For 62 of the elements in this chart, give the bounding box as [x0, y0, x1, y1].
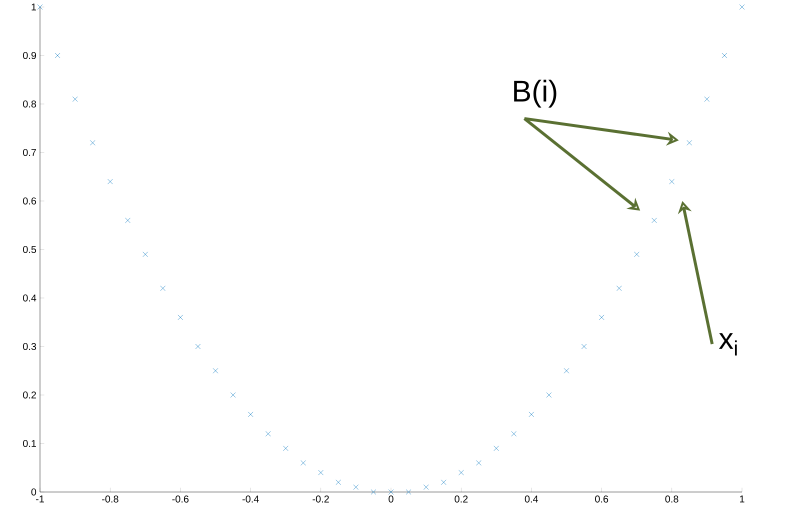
y-tick-label: 0.1 — [23, 440, 36, 448]
x-tick-label: 0.4 — [524, 496, 538, 503]
y-tick-label: 0.4 — [23, 294, 36, 302]
point — [125, 218, 130, 224]
point — [581, 344, 587, 350]
point — [704, 96, 710, 102]
x-tick-label: 1 — [740, 496, 744, 502]
x-tick-label: 0.6 — [595, 496, 608, 503]
point — [564, 368, 570, 374]
x-tick-label: -0.8 — [102, 496, 118, 503]
point — [528, 412, 534, 418]
x-tick-label: -0.2 — [312, 496, 329, 503]
point — [669, 178, 674, 184]
point — [90, 140, 96, 146]
point — [546, 392, 552, 398]
point — [476, 460, 482, 466]
y-tick-label: 0.7 — [23, 148, 36, 156]
point — [300, 460, 306, 466]
point — [353, 484, 359, 490]
x-tick-label: -1 — [36, 496, 44, 502]
y-tick-label: 0.5 — [23, 246, 36, 254]
point — [598, 314, 604, 320]
y-tick-label: 0.2 — [23, 391, 36, 399]
point — [160, 286, 166, 291]
point — [616, 286, 622, 291]
point — [318, 470, 324, 476]
point — [652, 218, 657, 224]
point — [336, 480, 342, 485]
point — [108, 178, 113, 184]
annotation: B(i) — [514, 80, 556, 108]
point — [72, 96, 78, 102]
y-tick-label: 0.3 — [23, 342, 36, 350]
y-tick-label: 0.8 — [23, 100, 36, 108]
y-tick-label: 0 — [31, 488, 36, 496]
y-tick-label: 1 — [32, 4, 36, 10]
point — [178, 314, 184, 320]
point — [458, 470, 464, 476]
x-tick-label: 0.8 — [665, 496, 678, 503]
point — [142, 252, 148, 258]
x-tick-label: -0.4 — [242, 496, 259, 503]
x-tick-label: -0.6 — [172, 496, 189, 503]
y-tick-label: 0.6 — [23, 197, 36, 205]
point — [265, 431, 271, 436]
point — [212, 368, 218, 374]
point — [370, 489, 376, 495]
x-tick-label: 0.2 — [454, 496, 468, 503]
point — [722, 52, 728, 58]
point — [283, 446, 288, 452]
point — [511, 431, 517, 436]
point — [230, 392, 236, 398]
point — [406, 489, 412, 495]
point — [440, 480, 446, 485]
x-tick-label: 0 — [388, 496, 394, 503]
point — [195, 344, 201, 350]
point — [248, 412, 254, 418]
point — [54, 52, 60, 58]
point — [634, 252, 640, 258]
annotation: x$_{i}$ — [718, 333, 737, 356]
point — [686, 140, 692, 146]
y-tick-label: 0.9 — [23, 52, 36, 60]
point — [423, 484, 429, 490]
point — [494, 446, 499, 452]
